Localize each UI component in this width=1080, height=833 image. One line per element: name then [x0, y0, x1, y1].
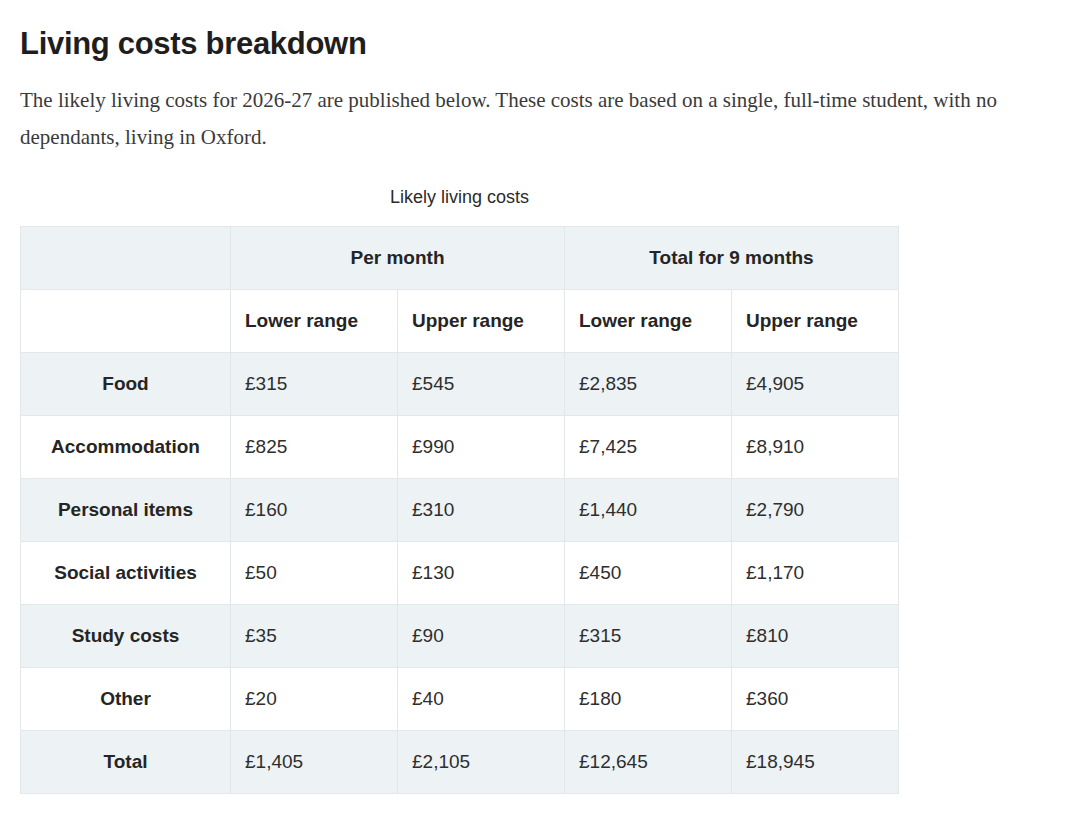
sub-header-upper-range-month: Upper range — [398, 289, 565, 352]
row-label: Food — [21, 352, 231, 415]
row-label: Social activities — [21, 541, 231, 604]
value-cell: £18,945 — [732, 730, 899, 793]
value-cell: £360 — [732, 667, 899, 730]
column-group-total-9-months: Total for 9 months — [565, 226, 899, 289]
value-cell: £50 — [231, 541, 398, 604]
value-cell: £1,440 — [565, 478, 732, 541]
value-cell: £7,425 — [565, 415, 732, 478]
value-cell: £20 — [231, 667, 398, 730]
value-cell: £8,910 — [732, 415, 899, 478]
value-cell: £2,790 — [732, 478, 899, 541]
value-cell: £1,170 — [732, 541, 899, 604]
value-cell: £160 — [231, 478, 398, 541]
corner-cell — [21, 289, 231, 352]
intro-paragraph: The likely living costs for 2026-27 are … — [20, 82, 1055, 157]
value-cell: £1,405 — [231, 730, 398, 793]
table-row-personal-items: Personal items £160 £310 £1,440 £2,790 — [21, 478, 899, 541]
column-group-per-month: Per month — [231, 226, 565, 289]
value-cell: £12,645 — [565, 730, 732, 793]
page-content: Living costs breakdown The likely living… — [0, 0, 1080, 824]
living-costs-table: Likely living costs Per month Total for … — [20, 187, 899, 794]
row-label: Accommodation — [21, 415, 231, 478]
column-group-header-row: Per month Total for 9 months — [21, 226, 899, 289]
page-title: Living costs breakdown — [20, 26, 1060, 62]
table-caption: Likely living costs — [20, 187, 899, 226]
value-cell: £35 — [231, 604, 398, 667]
value-cell: £315 — [565, 604, 732, 667]
table-row-social-activities: Social activities £50 £130 £450 £1,170 — [21, 541, 899, 604]
value-cell: £2,105 — [398, 730, 565, 793]
row-label: Total — [21, 730, 231, 793]
value-cell: £545 — [398, 352, 565, 415]
value-cell: £180 — [565, 667, 732, 730]
sub-header-lower-range-total: Lower range — [565, 289, 732, 352]
value-cell: £450 — [565, 541, 732, 604]
table-row-other: Other £20 £40 £180 £360 — [21, 667, 899, 730]
value-cell: £130 — [398, 541, 565, 604]
value-cell: £4,905 — [732, 352, 899, 415]
value-cell: £990 — [398, 415, 565, 478]
row-label: Personal items — [21, 478, 231, 541]
value-cell: £40 — [398, 667, 565, 730]
row-label: Study costs — [21, 604, 231, 667]
value-cell: £2,835 — [565, 352, 732, 415]
value-cell: £315 — [231, 352, 398, 415]
table-row-food: Food £315 £545 £2,835 £4,905 — [21, 352, 899, 415]
value-cell: £90 — [398, 604, 565, 667]
row-label: Other — [21, 667, 231, 730]
sub-header-row: Lower range Upper range Lower range Uppe… — [21, 289, 899, 352]
corner-cell — [21, 226, 231, 289]
table-row-accommodation: Accommodation £825 £990 £7,425 £8,910 — [21, 415, 899, 478]
sub-header-lower-range-month: Lower range — [231, 289, 398, 352]
value-cell: £825 — [231, 415, 398, 478]
table-row-total: Total £1,405 £2,105 £12,645 £18,945 — [21, 730, 899, 793]
value-cell: £810 — [732, 604, 899, 667]
value-cell: £310 — [398, 478, 565, 541]
sub-header-upper-range-total: Upper range — [732, 289, 899, 352]
table-row-study-costs: Study costs £35 £90 £315 £810 — [21, 604, 899, 667]
